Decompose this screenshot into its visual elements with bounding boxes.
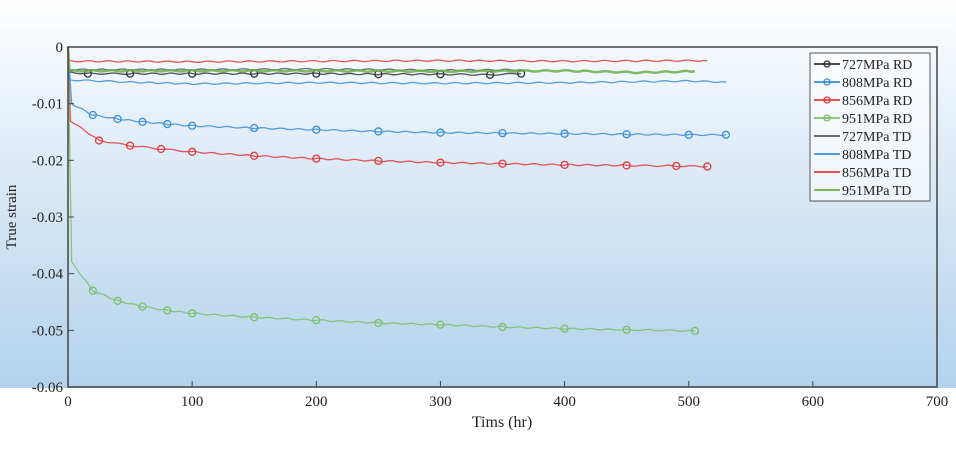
data-point — [560, 129, 569, 138]
legend-label: 727MPa RD — [842, 58, 912, 73]
chart-background — [0, 0, 956, 388]
data-point — [187, 309, 197, 318]
data-point — [374, 156, 383, 166]
legend-entry: 856MPa RD — [814, 94, 912, 109]
x-tick-label: 200 — [305, 394, 328, 410]
series-951mpa-rd — [67, 46, 700, 336]
legend-entry: 808MPa TD — [814, 148, 911, 163]
data-point — [113, 114, 122, 124]
legend-entry: 727MPa TD — [814, 130, 911, 145]
data-point — [88, 286, 97, 295]
x-tick-label: 400 — [553, 394, 576, 410]
data-point — [138, 117, 147, 126]
data-point — [187, 121, 197, 130]
data-point — [312, 315, 321, 325]
data-point — [163, 306, 172, 315]
data-point — [622, 130, 631, 139]
legend-label: 951MPa RD — [842, 112, 912, 127]
legend-marker — [823, 60, 831, 68]
data-point — [436, 128, 445, 137]
data-point — [560, 160, 569, 170]
legend-box — [809, 52, 931, 202]
data-point — [622, 325, 631, 334]
data-point — [684, 130, 693, 139]
data-point — [374, 318, 383, 328]
x-tick-label: 100 — [181, 394, 204, 410]
x-tick-label: 0 — [64, 394, 72, 410]
legend-marker — [823, 78, 831, 86]
y-tick-label: -0.01 — [32, 97, 63, 113]
data-point — [312, 154, 321, 163]
data-point — [250, 151, 259, 160]
data-point — [113, 296, 122, 306]
data-point — [703, 162, 712, 171]
x-tick-label: 500 — [677, 394, 700, 410]
data-point — [187, 147, 197, 156]
data-point — [250, 313, 259, 322]
legend-label: 808MPa RD — [842, 76, 912, 91]
legend-label: 808MPa TD — [842, 148, 911, 163]
series-951mpa-td — [66, 46, 696, 75]
legend-entry: 856MPa TD — [814, 166, 911, 181]
data-point — [125, 141, 135, 150]
y-tick-label: -0.06 — [32, 380, 64, 396]
y-tick-label: 0 — [56, 40, 64, 56]
data-point — [163, 119, 172, 129]
data-point — [374, 127, 383, 136]
data-point — [690, 326, 700, 336]
legend-entry: 951MPa RD — [814, 112, 912, 127]
y-tick-label: -0.05 — [32, 323, 63, 339]
data-point — [672, 161, 681, 171]
data-point — [156, 144, 166, 154]
data-point — [88, 110, 97, 120]
series-808mpa-td — [67, 46, 727, 86]
data-point — [436, 320, 445, 329]
x-tick-label: 300 — [429, 394, 452, 410]
data-point — [498, 322, 507, 332]
x-tick-label: 600 — [802, 394, 825, 410]
data-point — [560, 324, 569, 333]
legend-marker — [823, 96, 831, 104]
legend-marker — [823, 114, 831, 122]
data-point — [498, 159, 507, 168]
series-727mpa-td — [67, 46, 522, 72]
legend-entry: 727MPa RD — [814, 58, 912, 73]
x-axis-label: Tims (hr) — [472, 414, 532, 431]
y-tick-label: -0.02 — [32, 153, 63, 169]
y-axis-label: True strain — [4, 184, 20, 249]
legend-entry: 951MPa TD — [814, 184, 911, 199]
y-tick-label: -0.04 — [32, 267, 64, 283]
legend-entry: 808MPa RD — [814, 76, 912, 91]
data-point — [721, 130, 731, 139]
series-line — [66, 46, 696, 75]
series-856mpa-td — [67, 46, 708, 63]
series-line — [67, 46, 522, 76]
legend-label: 727MPa TD — [842, 130, 911, 145]
data-point — [94, 136, 104, 145]
data-point — [138, 302, 147, 311]
plot-frame — [67, 46, 938, 388]
data-point — [312, 125, 321, 134]
legend: 727MPa RD 808MPa RD 856MPa RD 951MPa RD 727M… — [809, 52, 931, 202]
data-point — [436, 158, 445, 167]
series-line — [67, 46, 696, 332]
data-point — [250, 123, 259, 133]
data-point — [622, 161, 631, 170]
legend-label: 856MPa TD — [842, 166, 911, 181]
series-line — [67, 46, 727, 86]
data-point — [498, 128, 507, 138]
series-line — [67, 46, 522, 72]
x-tick-label: 700 — [926, 394, 949, 410]
series-808mpa-rd — [67, 46, 731, 139]
series-line — [67, 46, 727, 137]
series-856mpa-rd — [67, 46, 712, 171]
legend-label: 951MPa TD — [842, 184, 911, 199]
series-line — [67, 46, 708, 168]
legend-label: 856MPa RD — [842, 94, 912, 109]
y-tick-label: -0.03 — [32, 210, 63, 226]
series-line — [67, 46, 708, 63]
